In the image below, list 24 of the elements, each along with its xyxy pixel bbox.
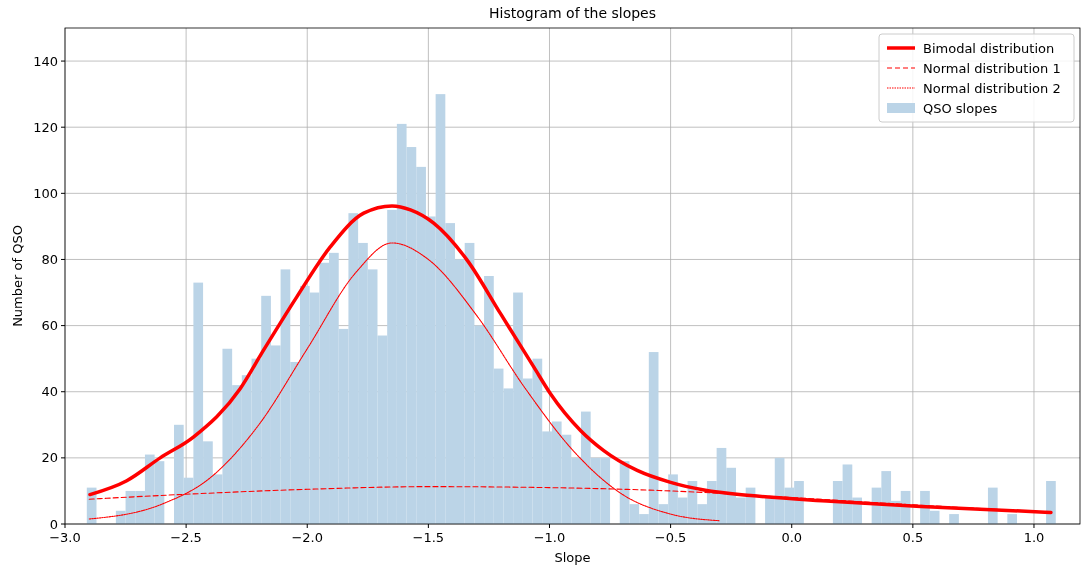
y-tick-label: 20 bbox=[41, 450, 58, 466]
x-tick-label: 1.0 bbox=[1023, 530, 1045, 545]
x-tick-label: −1.0 bbox=[533, 530, 566, 545]
y-tick-label: 40 bbox=[41, 384, 58, 400]
y-axis-title: Number of QSO bbox=[10, 225, 25, 327]
x-tick-label: −2.5 bbox=[170, 530, 202, 545]
x-axis-title: Slope bbox=[554, 550, 591, 565]
y-tick-label: 0 bbox=[49, 516, 58, 532]
legend-label: Normal distribution 1 bbox=[923, 60, 1061, 76]
y-tick-label: 120 bbox=[33, 119, 58, 135]
legend-label: Normal distribution 2 bbox=[923, 80, 1061, 96]
y-tick-label: 60 bbox=[41, 318, 58, 334]
x-tick-label: 0.0 bbox=[781, 530, 803, 545]
x-tick-label: −1.5 bbox=[412, 530, 445, 545]
x-tick-label: −0.5 bbox=[654, 530, 687, 545]
x-tick-label: −3.0 bbox=[49, 530, 81, 545]
y-tick-label: 80 bbox=[41, 252, 58, 268]
y-tick-label: 100 bbox=[33, 185, 58, 201]
x-tick-label: −2.0 bbox=[291, 530, 324, 545]
legend-label: QSO slopes bbox=[923, 100, 998, 116]
legend-label: Bimodal distribution bbox=[923, 40, 1055, 56]
x-tick-label: 0.5 bbox=[902, 530, 924, 545]
y-tick-label: 140 bbox=[33, 53, 58, 69]
chart-title: Histogram of the slopes bbox=[489, 5, 656, 21]
